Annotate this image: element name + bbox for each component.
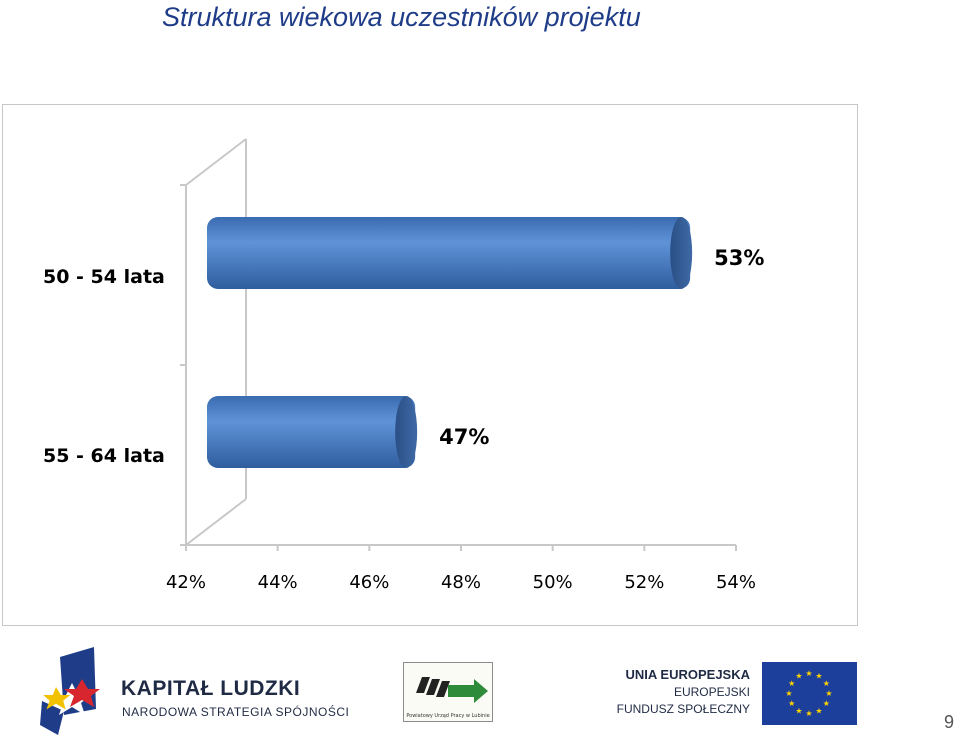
eu-star-icon: ★ — [788, 699, 795, 708]
eu-star-icon: ★ — [823, 679, 830, 688]
x-tick-label: 52% — [624, 572, 664, 593]
eu-flag-icon: ★ ★ ★ ★ ★ ★ ★ ★ ★ ★ ★ ★ — [762, 662, 857, 725]
bar-series — [207, 217, 693, 468]
depth-line-bottom — [185, 498, 247, 546]
x-tick-label: 54% — [716, 572, 756, 593]
bar-chart: 42% 44% 46% 48% 50% 52% 54% 50 - 54 lata 53% 55 -… — [43, 138, 764, 593]
eu-subtitle-1: EUROPEJSKI — [673, 685, 750, 699]
x-tick-label: 48% — [441, 572, 481, 593]
eu-logo: UNIA EUROPEJSKA EUROPEJSKI FUNDUSZ SPOŁE… — [612, 662, 858, 726]
eu-star-icon: ★ — [805, 669, 812, 678]
chart-area: 42% 44% 46% 48% 50% 52% 54% 50 - 54 lata 53% 55 -… — [2, 104, 858, 626]
bar-body — [207, 396, 416, 468]
eu-star-icon: ★ — [825, 689, 832, 698]
depth-line-top — [185, 138, 247, 186]
pup-emblem-icon — [416, 677, 488, 703]
eu-title: UNIA EUROPEJSKA — [625, 667, 750, 682]
bar-cap — [395, 396, 418, 468]
x-tick-label: 44% — [258, 572, 298, 593]
data-label: 47% — [439, 425, 489, 449]
eu-subtitle-2: FUNDUSZ SPOŁECZNY — [616, 702, 750, 716]
category-label: 50 - 54 lata — [43, 266, 165, 288]
bar-body — [207, 217, 691, 289]
eu-star-icon: ★ — [788, 679, 795, 688]
eu-star-icon: ★ — [795, 706, 802, 715]
bar — [207, 396, 418, 468]
chart-labels: 42% 44% 46% 48% 50% 52% 54% 50 - 54 lata 53% 55 -… — [43, 246, 764, 593]
bar — [207, 217, 693, 289]
eu-star-icon: ★ — [795, 672, 802, 681]
chart-3d-frame — [180, 138, 737, 551]
category-label: 55 - 64 lata — [43, 445, 165, 467]
eu-star-icon: ★ — [815, 706, 822, 715]
pup-logo: Powiatowy Urząd Pracy w Lubinie — [403, 662, 493, 722]
page-number: 9 — [943, 712, 954, 732]
x-tick-label: 42% — [166, 572, 206, 593]
slide-title: Struktura wiekowa uczestników projektu — [162, 2, 641, 32]
eu-star-icon: ★ — [815, 672, 822, 681]
kapital-ludzki-logo: KAPITAŁ LUDZKI NARODOWA STRATEGIA SPÓJNO… — [38, 645, 349, 741]
eu-star-icon: ★ — [785, 689, 792, 698]
eu-star-icon: ★ — [823, 699, 830, 708]
x-tick-label: 46% — [349, 572, 389, 593]
data-label: 53% — [714, 246, 764, 270]
x-tick-label: 50% — [533, 572, 573, 593]
kapital-ludzki-emblem-icon — [40, 647, 100, 735]
pup-text: Powiatowy Urząd Pracy w Lubinie — [406, 713, 490, 719]
kapital-ludzki-text: KAPITAŁ LUDZKI — [121, 677, 301, 700]
bar-cap — [670, 217, 693, 289]
eu-star-icon: ★ — [805, 709, 812, 718]
strategy-text: NARODOWA STRATEGIA SPÓJNOŚCI — [122, 705, 350, 719]
